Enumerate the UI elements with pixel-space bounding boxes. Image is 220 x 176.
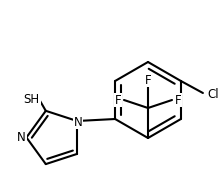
Text: Cl: Cl [207,89,219,102]
Text: F: F [115,93,121,106]
Text: N: N [17,131,26,144]
Text: F: F [175,93,181,106]
Text: N: N [74,115,82,128]
Text: F: F [145,74,151,86]
Text: SH: SH [24,93,40,106]
